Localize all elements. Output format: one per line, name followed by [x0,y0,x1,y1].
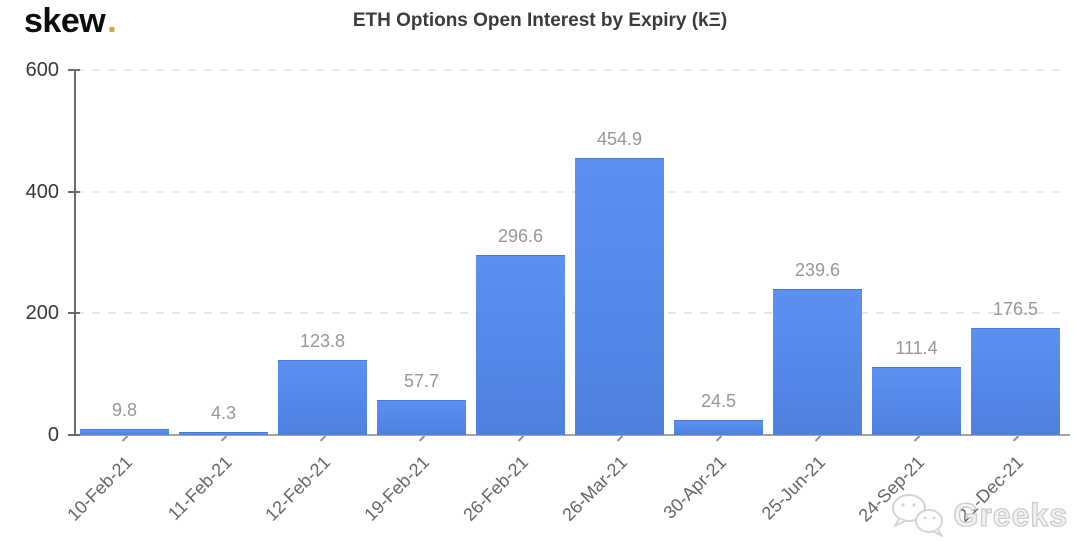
x-tick-label: 11-Feb-21 [163,452,236,524]
gridline [76,312,1068,315]
y-axis-tick [68,434,80,436]
gridline [76,190,1068,193]
bar-value-label: 123.8 [299,330,346,351]
x-axis-line [74,434,1070,436]
y-tick-label: 400 [25,180,59,203]
chart-title: ETH Options Open Interest by Expiry (kΞ) [352,10,728,31]
bar-value-label: 111.4 [895,338,938,359]
y-tick-label: 0 [47,424,59,446]
x-tick-label: 26-Mar-21 [558,452,632,525]
y-tick-label: 200 [25,302,59,325]
x-axis-tick [319,435,326,442]
bar[interactable] [971,327,1060,435]
x-tick-label: 25-Jun-21 [758,452,830,524]
bar-value-label: 176.5 [992,298,1039,319]
x-tick-label: 30-Apr-21 [659,452,731,523]
x-axis-tick [1012,435,1019,442]
bar-value-label: 239.6 [794,260,841,281]
gridline [76,69,1068,71]
skew-logo-dot: . [107,2,117,40]
x-tick-label: 10-Feb-21 [63,452,137,525]
x-axis-tick [715,435,722,442]
y-axis-line [74,70,76,435]
x-axis-tick [121,435,128,442]
skew-logo[interactable]: skew. [24,2,117,41]
bar-value-label: 24.5 [700,391,737,412]
bar[interactable] [674,420,763,435]
bar-value-label: 454.9 [596,129,643,150]
bar[interactable] [179,432,268,435]
bar-value-label: 4.3 [210,403,237,424]
plot-area: 0 200 400 600 9.8 10-Feb-21 4.3 11-Feb-21 123.8 1… [26,59,1070,526]
x-axis-tick [517,435,524,442]
skew-logo-text: skew [24,2,106,40]
bar[interactable] [476,254,565,435]
x-tick-label: 26-Feb-21 [459,452,533,525]
watermark-text: Greeks [953,496,1068,533]
watermark: Greeks [887,491,1068,539]
y-axis-tick [68,69,80,71]
y-axis-tick [68,190,80,193]
bar[interactable] [773,289,862,435]
wechat-icon [887,491,951,539]
x-axis-tick [418,435,425,442]
x-tick-label: 12-Feb-21 [261,452,335,525]
bar[interactable] [377,399,466,435]
y-axis-tick [68,312,80,315]
x-axis-tick [814,435,821,442]
y-tick-label: 600 [25,59,59,81]
x-axis-tick [220,435,227,442]
bar[interactable] [575,158,664,435]
bar-value-label: 296.6 [497,225,544,246]
x-axis-tick [913,435,920,442]
x-axis-tick [616,435,623,442]
bar-value-label: 9.8 [111,400,138,421]
bar[interactable] [80,429,169,435]
x-tick-label: 19-Feb-21 [360,452,434,525]
bar[interactable] [278,359,367,435]
bar[interactable] [872,367,961,435]
bar-value-label: 57.7 [403,370,440,391]
